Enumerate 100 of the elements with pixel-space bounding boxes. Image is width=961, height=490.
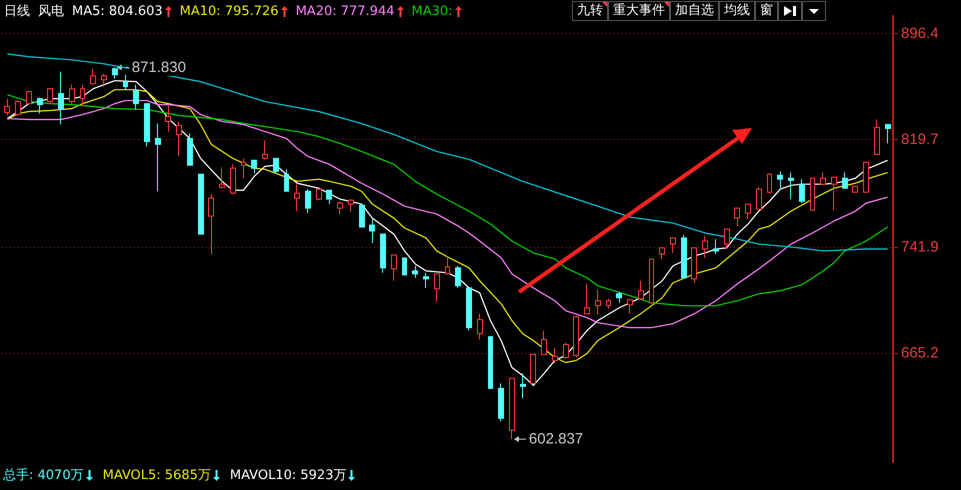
- candlestick: [627, 299, 633, 314]
- candlestick: [520, 372, 526, 399]
- annotation: 871.830: [132, 58, 186, 76]
- candlestick: [187, 132, 193, 166]
- candlestick: [316, 188, 322, 201]
- candlestick: [734, 208, 740, 227]
- candlestick: [638, 280, 644, 300]
- candlestick: [541, 330, 547, 355]
- candlestick: [466, 287, 472, 332]
- candlestick: [101, 73, 107, 88]
- candlestick: [369, 218, 375, 244]
- candlestick: [284, 168, 289, 192]
- candlestick: [47, 87, 53, 104]
- candlestick: [412, 265, 418, 278]
- text: MAVOL10: 5923万: [230, 467, 346, 484]
- candlestick: [885, 124, 891, 144]
- candlestick: [198, 174, 204, 235]
- candlestick: [616, 291, 622, 304]
- candlestick: [133, 84, 139, 110]
- candlestick: [262, 140, 268, 160]
- candlestick: [155, 123, 161, 192]
- annotation: 重大事件: [608, 1, 670, 21]
- candlestick: [670, 237, 676, 254]
- candlestick: [26, 90, 32, 106]
- candlestick: [241, 158, 246, 179]
- candlestick: [552, 347, 558, 364]
- candlestick: [745, 204, 751, 220]
- candlestick: [649, 258, 654, 304]
- candlestick: [681, 234, 687, 278]
- candlestick: [702, 236, 708, 259]
- line-series: [6, 53, 888, 252]
- candlestick: [230, 164, 236, 195]
- candlestick: [58, 71, 64, 125]
- text: 总手: 4070万: [3, 467, 84, 484]
- candlestick: [477, 313, 483, 340]
- candlestick: [294, 184, 300, 212]
- candlestick: [810, 178, 815, 211]
- candlestick: [348, 198, 354, 213]
- candlestick: [423, 272, 429, 288]
- candlestick: [455, 265, 461, 288]
- text: MAVOL5: 5685万: [102, 467, 211, 484]
- candlestick: [584, 283, 590, 314]
- candlestick: [595, 289, 601, 316]
- candlestick: [402, 258, 407, 276]
- candlestick: [305, 188, 311, 214]
- candlestick: [852, 186, 858, 193]
- candlestick: [831, 176, 837, 211]
- candlestick: [498, 382, 504, 422]
- chart-title: 风电: [38, 3, 64, 20]
- candlestick: [820, 172, 826, 185]
- annotation: 602.837: [528, 430, 584, 448]
- candlestick: [176, 120, 182, 157]
- chart-subtitle: 日线: [4, 3, 30, 20]
- y-tick-label: 896.4: [901, 24, 939, 42]
- annotation: 窗: [755, 1, 778, 21]
- candlestick: [874, 119, 880, 155]
- candlestick: [563, 342, 569, 359]
- candlestick: [80, 84, 85, 108]
- candlestick: [530, 354, 536, 384]
- candlestick: [337, 200, 343, 215]
- candlestick: [144, 103, 150, 147]
- candlestick: [37, 97, 43, 114]
- candlestick: [488, 336, 493, 389]
- candlestick: [713, 238, 719, 254]
- candlestick: [863, 162, 869, 193]
- candlestick: [326, 190, 332, 205]
- candlestick: [606, 298, 611, 310]
- candlestick: [434, 273, 440, 302]
- text: MA10: 795.726: [180, 4, 279, 18]
- y-tick-label: 819.7: [901, 130, 939, 148]
- text: MA30:: [412, 4, 453, 18]
- candlestick: [123, 74, 128, 90]
- text: MA5: 804.603: [72, 4, 163, 18]
- candlestick: [208, 194, 214, 254]
- candlestick: [165, 104, 171, 132]
- candlestick: [777, 170, 783, 190]
- candlestick: [219, 166, 225, 189]
- candlestick: [799, 178, 805, 204]
- candlestick: [691, 247, 697, 284]
- y-tick-label: 665.2: [901, 344, 939, 362]
- y-tick-label: 741.9: [901, 238, 939, 256]
- candlestick: [659, 247, 665, 260]
- candlestick: [69, 84, 75, 104]
- candlestick: [4, 98, 10, 116]
- text: MA20: 777.944: [296, 4, 394, 18]
- candlestick: [842, 172, 848, 189]
- candlestick: [391, 254, 397, 282]
- candlestick: [788, 172, 794, 200]
- candlestick: [359, 204, 365, 228]
- candlestick: [15, 100, 21, 116]
- candlestick: [445, 256, 450, 274]
- candlestick: [509, 378, 515, 440]
- candlestick: [380, 234, 386, 274]
- annotation: 均线: [719, 1, 755, 21]
- annotation: 九转: [572, 1, 608, 21]
- candlestick: [767, 172, 772, 194]
- candlestick: [724, 228, 730, 250]
- candlestick: [756, 186, 762, 210]
- candlestick: [112, 66, 118, 80]
- candlestick: [273, 158, 279, 174]
